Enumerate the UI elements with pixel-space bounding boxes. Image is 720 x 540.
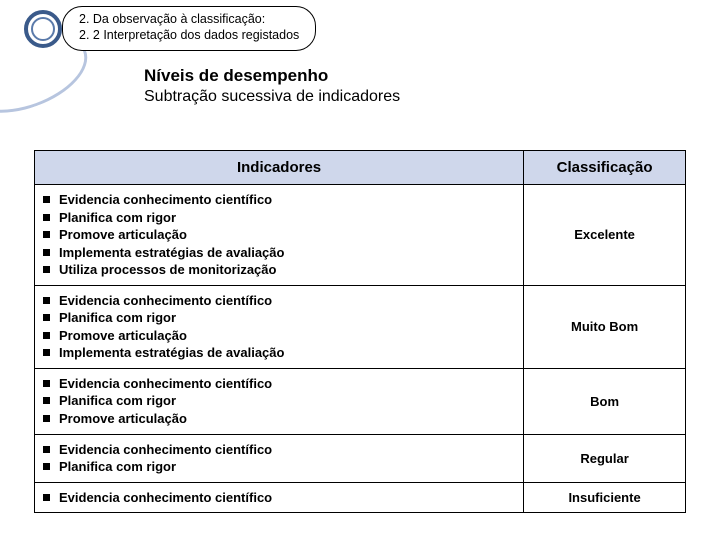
table-row: Evidencia conhecimento científicoPlanifi… bbox=[35, 185, 686, 286]
table-header-row: Indicadores Classificação bbox=[35, 151, 686, 185]
indicadores-list: Evidencia conhecimento científicoPlanifi… bbox=[43, 375, 515, 428]
table-row: Evidencia conhecimento científicoPlanifi… bbox=[35, 434, 686, 482]
list-item: Implementa estratégias de avaliação bbox=[43, 344, 515, 362]
table-row: Evidencia conhecimento científicoPlanifi… bbox=[35, 368, 686, 434]
indicadores-cell: Evidencia conhecimento científicoPlanifi… bbox=[35, 368, 524, 434]
list-item: Implementa estratégias de avaliação bbox=[43, 244, 515, 262]
list-item: Evidencia conhecimento científico bbox=[43, 292, 515, 310]
section-header: 2. Da observação à classificação: 2. 2 I… bbox=[62, 6, 316, 51]
indicadores-list: Evidencia conhecimento científicoPlanifi… bbox=[43, 292, 515, 362]
list-item: Planifica com rigor bbox=[43, 458, 515, 476]
list-item: Promove articulação bbox=[43, 410, 515, 428]
title-sub: Subtração sucessiva de indicadores bbox=[144, 88, 400, 106]
indicadores-cell: Evidencia conhecimento científicoPlanifi… bbox=[35, 285, 524, 368]
col-indicadores: Indicadores bbox=[35, 151, 524, 185]
classificacao-cell: Insuficiente bbox=[524, 482, 686, 513]
section-line2: 2. 2 Interpretação dos dados registados bbox=[79, 27, 299, 43]
col-classificacao: Classificação bbox=[524, 151, 686, 185]
table-row: Evidencia conhecimento científico Insufic… bbox=[35, 482, 686, 513]
indicadores-list: Evidencia conhecimento científicoPlanifi… bbox=[43, 441, 515, 476]
list-item: Planifica com rigor bbox=[43, 309, 515, 327]
title-main: Níveis de desempenho bbox=[144, 66, 400, 86]
indicadores-cell: Evidencia conhecimento científico bbox=[35, 482, 524, 513]
list-item: Evidencia conhecimento científico bbox=[43, 191, 515, 209]
section-line1: 2. Da observação à classificação: bbox=[79, 11, 299, 27]
title-block: Níveis de desempenho Subtração sucessiva… bbox=[144, 66, 400, 106]
table-row: Evidencia conhecimento científicoPlanifi… bbox=[35, 285, 686, 368]
list-item: Evidencia conhecimento científico bbox=[43, 441, 515, 459]
decor-circle-icon bbox=[24, 10, 62, 48]
table-body: Evidencia conhecimento científicoPlanifi… bbox=[35, 185, 686, 513]
indicadores-cell: Evidencia conhecimento científicoPlanifi… bbox=[35, 185, 524, 286]
classificacao-cell: Regular bbox=[524, 434, 686, 482]
list-item: Promove articulação bbox=[43, 327, 515, 345]
list-item: Evidencia conhecimento científico bbox=[43, 375, 515, 393]
indicadores-list: Evidencia conhecimento científicoPlanifi… bbox=[43, 191, 515, 279]
indicadores-cell: Evidencia conhecimento científicoPlanifi… bbox=[35, 434, 524, 482]
list-item: Promove articulação bbox=[43, 226, 515, 244]
list-item: Utiliza processos de monitorização bbox=[43, 261, 515, 279]
classificacao-cell: Bom bbox=[524, 368, 686, 434]
list-item: Planifica com rigor bbox=[43, 209, 515, 227]
list-item: Planifica com rigor bbox=[43, 392, 515, 410]
classificacao-cell: Muito Bom bbox=[524, 285, 686, 368]
indicadores-list: Evidencia conhecimento científico bbox=[43, 489, 515, 507]
rubric-table: Indicadores Classificação Evidencia conh… bbox=[34, 150, 686, 513]
classificacao-cell: Excelente bbox=[524, 185, 686, 286]
list-item: Evidencia conhecimento científico bbox=[43, 489, 515, 507]
